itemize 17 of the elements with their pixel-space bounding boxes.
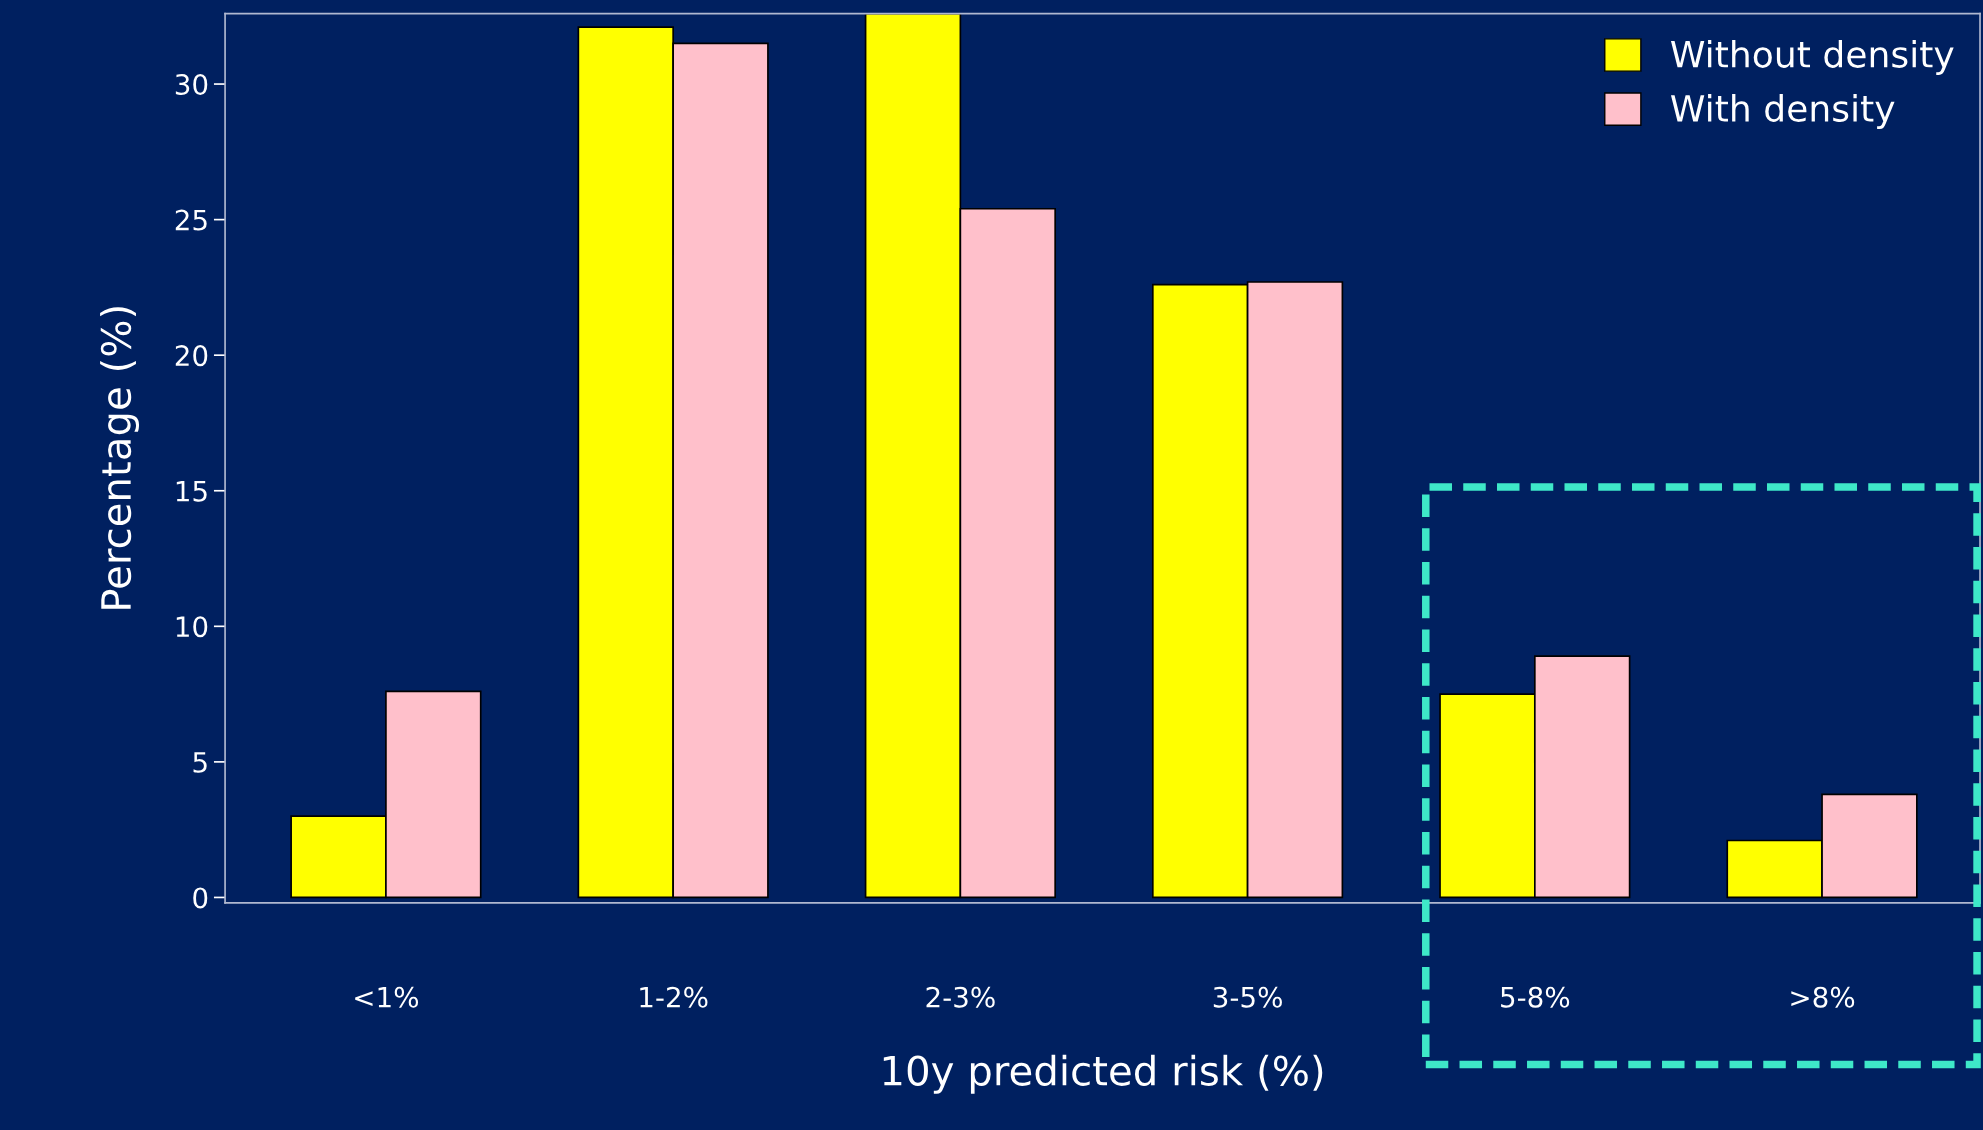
y-tick-label: 20 [175, 345, 208, 367]
y-tick-label: 30 [175, 73, 208, 95]
y-tick-label: 10 [176, 616, 208, 638]
x-axis-title: 10y predicted risk (%) [883, 1054, 1323, 1094]
y-tick-label: 5 [193, 752, 207, 773]
y-tick-label: 15 [176, 481, 207, 502]
y-tick-label: 25 [175, 209, 207, 231]
x-tick-label: 3-5% [1213, 986, 1282, 1008]
y-tick-label: 0 [193, 887, 208, 909]
x-tick-label: 1-2% [640, 986, 708, 1008]
x-tick-label: 2-3% [926, 986, 995, 1008]
legend-label: With density [1670, 94, 1895, 129]
x-tick-label: 5-8% [1501, 986, 1570, 1008]
y-axis-title: Percentage (%) [100, 307, 140, 609]
x-tick-label: >8% [1791, 986, 1855, 1008]
legend-label: Without density [1670, 39, 1954, 75]
x-tick-label: <1% [355, 986, 419, 1008]
